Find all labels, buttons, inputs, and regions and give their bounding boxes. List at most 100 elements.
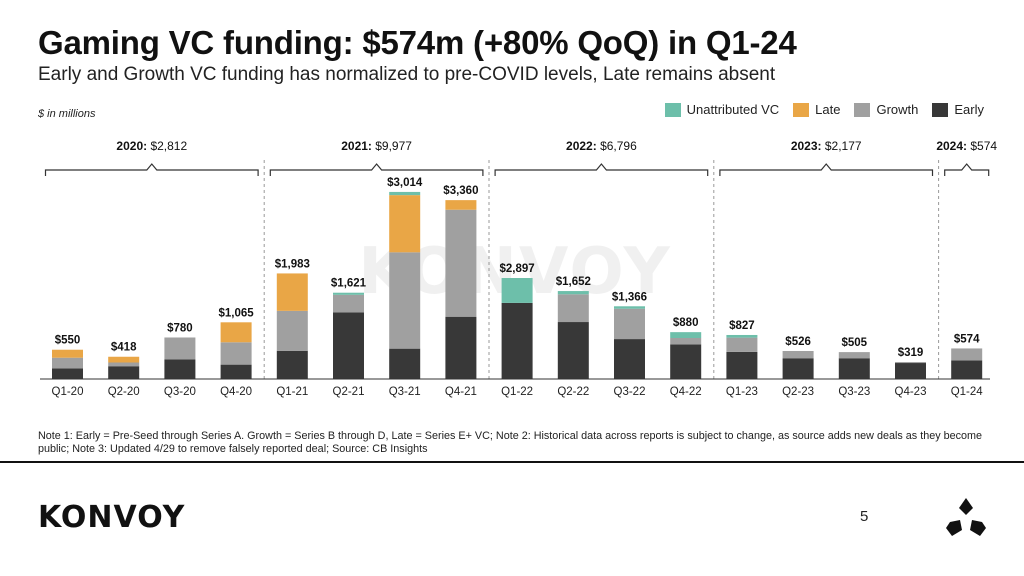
bar-segment-growth: [445, 209, 477, 317]
bar-segment-unattributed-vc: [670, 332, 702, 339]
bar-segment-growth: [838, 352, 870, 359]
bar-segment-growth: [782, 350, 814, 359]
x-tick-label: Q1-22: [501, 386, 533, 398]
bar-segment-growth: [895, 362, 926, 364]
bar-total-label: $319: [898, 347, 924, 359]
legend-item-late: Late: [793, 102, 840, 117]
x-tick-label: Q4-22: [670, 386, 702, 398]
bar-segment-early: [501, 302, 533, 379]
bar-segment-late: [108, 356, 140, 363]
bar-segment-growth: [614, 308, 645, 340]
x-tick-label: Q3-20: [164, 386, 196, 398]
bar-segment-early: [557, 322, 589, 379]
chart-legend: Unattributed VC Late Growth Early: [664, 102, 984, 117]
x-tick-label: Q3-21: [389, 386, 421, 398]
bar-total-label: $880: [673, 317, 699, 329]
bar-segment-growth: [670, 338, 702, 345]
brand-logo: KONVOY: [38, 500, 186, 535]
bar-segment-growth: [164, 337, 196, 360]
bar-total-label: $780: [167, 322, 193, 334]
bar-segment-growth: [220, 342, 252, 365]
x-tick-label: Q2-23: [782, 386, 814, 398]
bar-total-label: $3,014: [387, 177, 423, 189]
bar-total-label: $2,897: [500, 263, 535, 275]
year-label: 2023: $2,177: [791, 139, 862, 153]
legend-label-unattributed: Unattributed VC: [686, 102, 780, 117]
bar-segment-early: [276, 350, 308, 379]
bar-total-label: $3,360: [443, 185, 478, 197]
units-label: $ in millions: [38, 108, 96, 120]
year-bracket: [494, 163, 709, 176]
bar-segment-growth: [333, 294, 364, 313]
bar-segment-early: [52, 368, 83, 379]
bar-segment-growth: [951, 348, 983, 361]
bar-segment-late: [389, 195, 421, 253]
bar-segment-growth: [557, 294, 589, 323]
x-tick-label: Q2-20: [108, 386, 140, 398]
year-bracket: [719, 163, 934, 176]
year-bracket: [269, 163, 484, 176]
year-label: 2024: $574: [936, 139, 997, 153]
bar-segment-early: [951, 360, 983, 379]
legend-label-late: Late: [815, 102, 841, 117]
page-title: Gaming VC funding: $574m (+80% QoQ) in Q…: [38, 24, 797, 61]
bar-segment-early: [670, 344, 702, 379]
bar-segment-growth: [726, 337, 758, 352]
bar-segment-early: [333, 312, 364, 379]
legend-swatch-late: [793, 102, 810, 117]
footer-divider: [0, 461, 1024, 463]
bar-segment-early: [108, 366, 140, 379]
x-tick-label: Q3-23: [838, 386, 870, 398]
bar-segment-unattributed-vc: [614, 306, 645, 309]
legend-label-growth: Growth: [876, 102, 919, 117]
year-label: 2021: $9,977: [341, 139, 412, 153]
bar-segment-early: [614, 339, 645, 379]
bar-segment-early: [389, 348, 421, 379]
bar-segment-late: [276, 273, 308, 311]
legend-swatch-early: [932, 102, 949, 117]
bar-segment-early: [445, 316, 477, 379]
x-tick-label: Q1-20: [52, 386, 84, 398]
bar-segment-unattributed-vc: [501, 278, 533, 303]
x-tick-label: Q1-24: [951, 386, 984, 398]
footnote: Note 1: Early = Pre-Seed through Series …: [38, 430, 983, 455]
year-bracket: [44, 163, 259, 176]
year-label: 2020: $2,812: [116, 139, 187, 153]
bar-total-label: $418: [111, 342, 137, 354]
bar-total-label: $1,652: [556, 276, 591, 288]
bar-segment-early: [782, 358, 814, 379]
bar-segment-unattributed-vc: [333, 292, 364, 295]
bar-total-label: $1,366: [612, 291, 647, 303]
bar-segment-late: [445, 200, 477, 210]
bar-segment-growth: [276, 310, 308, 351]
legend-item-growth: Growth: [854, 102, 918, 117]
page-number: 5: [860, 508, 869, 525]
bar-total-label: $550: [55, 335, 81, 347]
legend-item-unattributed: Unattributed VC: [664, 102, 780, 117]
bar-segment-early: [220, 364, 252, 379]
x-tick-label: Q1-23: [726, 386, 758, 398]
x-tick-label: Q4-21: [445, 386, 477, 398]
bar-segment-early: [895, 363, 926, 379]
bar-segment-unattributed-vc: [726, 334, 758, 338]
bar-segment-early: [726, 351, 758, 379]
bar-segment-late: [52, 349, 83, 358]
bar-segment-early: [164, 359, 196, 379]
year-label: 2022: $6,796: [566, 139, 637, 153]
bar-segment-unattributed-vc: [389, 191, 421, 196]
x-tick-label: Q2-21: [333, 386, 365, 398]
bar-total-label: $1,983: [275, 258, 310, 270]
bar-total-label: $827: [729, 320, 755, 332]
x-tick-label: Q4-23: [895, 386, 927, 398]
bar-segment-growth: [52, 357, 83, 369]
bar-total-label: $574: [954, 333, 980, 345]
legend-label-early: Early: [954, 102, 984, 117]
bar-segment-early: [838, 358, 870, 379]
bar-total-label: $1,621: [331, 278, 367, 290]
legend-swatch-growth: [854, 102, 871, 117]
year-bracket: [944, 163, 990, 176]
x-tick-label: Q1-21: [276, 386, 308, 398]
x-tick-label: Q4-20: [220, 386, 252, 398]
legend-item-early: Early: [932, 102, 984, 117]
